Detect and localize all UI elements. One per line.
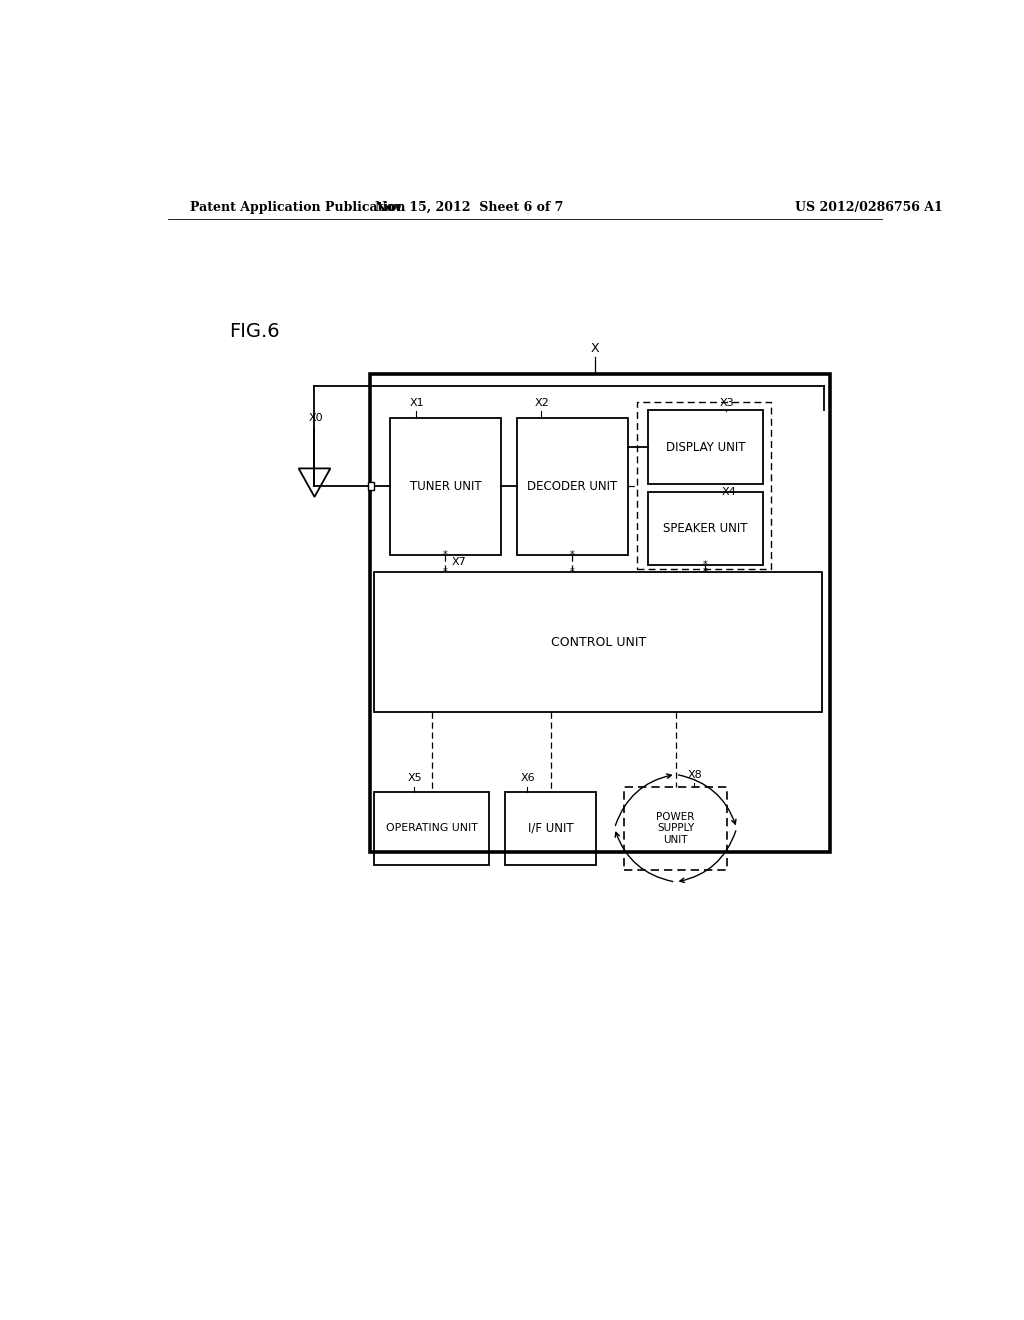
Bar [648, 492, 763, 565]
Bar [648, 411, 763, 483]
Text: TUNER UNIT: TUNER UNIT [410, 479, 481, 492]
Text: X4: X4 [722, 487, 736, 496]
Text: X5: X5 [408, 774, 422, 784]
Text: FIG.6: FIG.6 [229, 322, 281, 341]
Text: *: * [443, 568, 447, 577]
Text: X3: X3 [719, 399, 734, 408]
Text: *: * [702, 568, 708, 577]
Bar [517, 417, 628, 554]
Bar [390, 417, 501, 554]
Text: X7: X7 [452, 557, 467, 568]
Text: DECODER UNIT: DECODER UNIT [527, 479, 617, 492]
Bar [505, 792, 596, 865]
Bar [624, 787, 727, 870]
Text: *: * [702, 560, 708, 570]
Bar [368, 482, 374, 490]
Text: X2: X2 [536, 399, 550, 408]
Text: POWER
SUPPLY
UNIT: POWER SUPPLY UNIT [656, 812, 694, 845]
Text: Patent Application Publication: Patent Application Publication [189, 201, 406, 214]
Text: X8: X8 [687, 771, 702, 780]
Text: DISPLAY UNIT: DISPLAY UNIT [666, 441, 745, 454]
Bar [638, 403, 771, 569]
Bar [374, 572, 822, 713]
Text: X0: X0 [309, 413, 324, 422]
Text: *: * [443, 550, 447, 560]
Text: SPEAKER UNIT: SPEAKER UNIT [664, 521, 748, 535]
Text: *: * [570, 550, 574, 560]
Text: OPERATING UNIT: OPERATING UNIT [386, 824, 477, 833]
Text: X1: X1 [410, 399, 424, 408]
Text: X6: X6 [521, 774, 536, 784]
Bar [370, 374, 830, 851]
Text: CONTROL UNIT: CONTROL UNIT [551, 636, 646, 648]
Text: I/F UNIT: I/F UNIT [527, 822, 573, 834]
Bar [374, 792, 489, 865]
Text: *: * [570, 568, 574, 577]
Text: X: X [590, 342, 599, 355]
Text: Nov. 15, 2012  Sheet 6 of 7: Nov. 15, 2012 Sheet 6 of 7 [375, 201, 563, 214]
Text: US 2012/0286756 A1: US 2012/0286756 A1 [795, 201, 942, 214]
